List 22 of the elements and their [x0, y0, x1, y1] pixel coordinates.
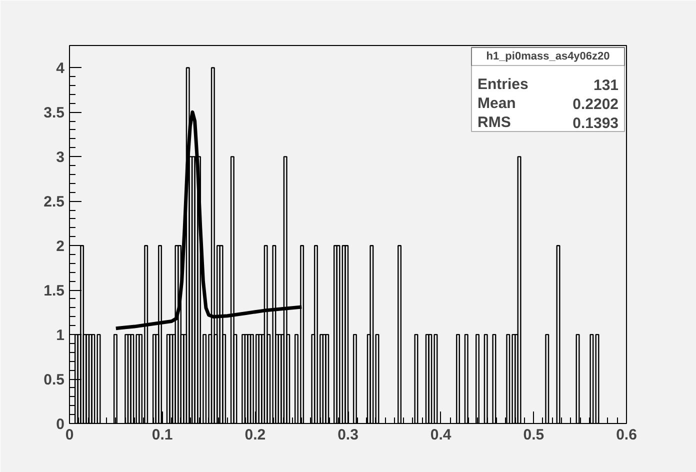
- y-tick-label: 2: [56, 238, 64, 256]
- annotation: 131: [593, 77, 619, 94]
- y-tick-label: 1: [56, 327, 64, 344]
- annotation: Mean: [478, 95, 516, 112]
- y-tick-label: 0.5: [44, 372, 65, 389]
- annotation: RMS: [478, 114, 511, 131]
- annotation: h1_pi0mass_as4y06z20: [486, 50, 610, 62]
- y-tick-label: 4: [56, 60, 66, 78]
- y-tick-label: 2.5: [44, 194, 65, 211]
- x-tick-label: 0.2: [244, 426, 266, 444]
- x-tick-label: 0.5: [523, 426, 544, 444]
- annotation: 0.2202: [572, 96, 619, 113]
- annotation: Entries: [478, 76, 528, 93]
- y-tick-label: 3: [56, 149, 64, 166]
- x-tick-label: 0.6: [616, 426, 637, 444]
- x-tick-label: 0.1: [152, 426, 173, 444]
- x-tick-label: 0.3: [338, 426, 358, 444]
- annotation: 0.1393: [572, 115, 619, 132]
- y-tick-label: 0: [56, 416, 64, 433]
- y-tick-label: 3.5: [44, 104, 65, 122]
- x-tick-label: 0.4: [430, 426, 452, 444]
- y-tick-label: 1.5: [44, 282, 65, 300]
